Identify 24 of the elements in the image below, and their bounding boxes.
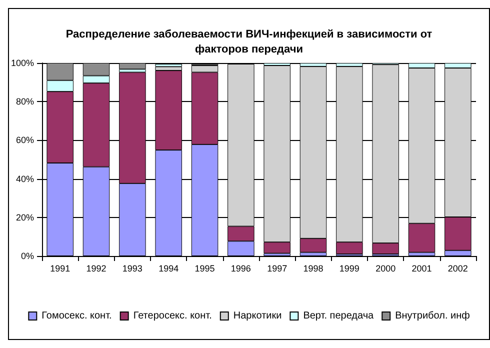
legend-label: Наркотики — [233, 310, 282, 322]
chart-title: Распределение заболеваемости ВИЧ-инфекцией в зависимости от факторов передачи — [66, 28, 433, 56]
x-tick-label: 2002 — [448, 264, 468, 274]
x-tick-label: 1998 — [303, 264, 324, 274]
x-tick-label: 1999 — [339, 264, 360, 274]
x-tick-label: 1994 — [158, 264, 179, 274]
y-tick-label: 0% — [21, 251, 34, 261]
x-tick-label: 2000 — [376, 264, 396, 274]
y-tick-label: 60% — [16, 135, 34, 146]
legend-label: Внутрибол. инф — [395, 310, 470, 322]
legend-label: Гетеросекс. конт. — [133, 310, 212, 322]
x-tick-label: 2001 — [412, 264, 432, 274]
y-tick-label: 80% — [16, 96, 34, 107]
legend-label: Верт. передача — [303, 310, 374, 322]
y-tick-label: 40% — [16, 174, 34, 184]
legend-label: Гомосекс. конт. — [42, 310, 112, 322]
y-tick-label: 20% — [16, 212, 34, 222]
x-tick-label: 1992 — [86, 264, 106, 274]
x-tick-label: 1993 — [122, 264, 142, 274]
x-tick-label: 1991 — [50, 264, 70, 274]
y-tick-label: 100% — [10, 58, 34, 68]
x-tick-label: 1997 — [267, 264, 288, 274]
x-tick-label: 1996 — [230, 264, 251, 274]
x-tick-label: 1995 — [194, 264, 215, 274]
